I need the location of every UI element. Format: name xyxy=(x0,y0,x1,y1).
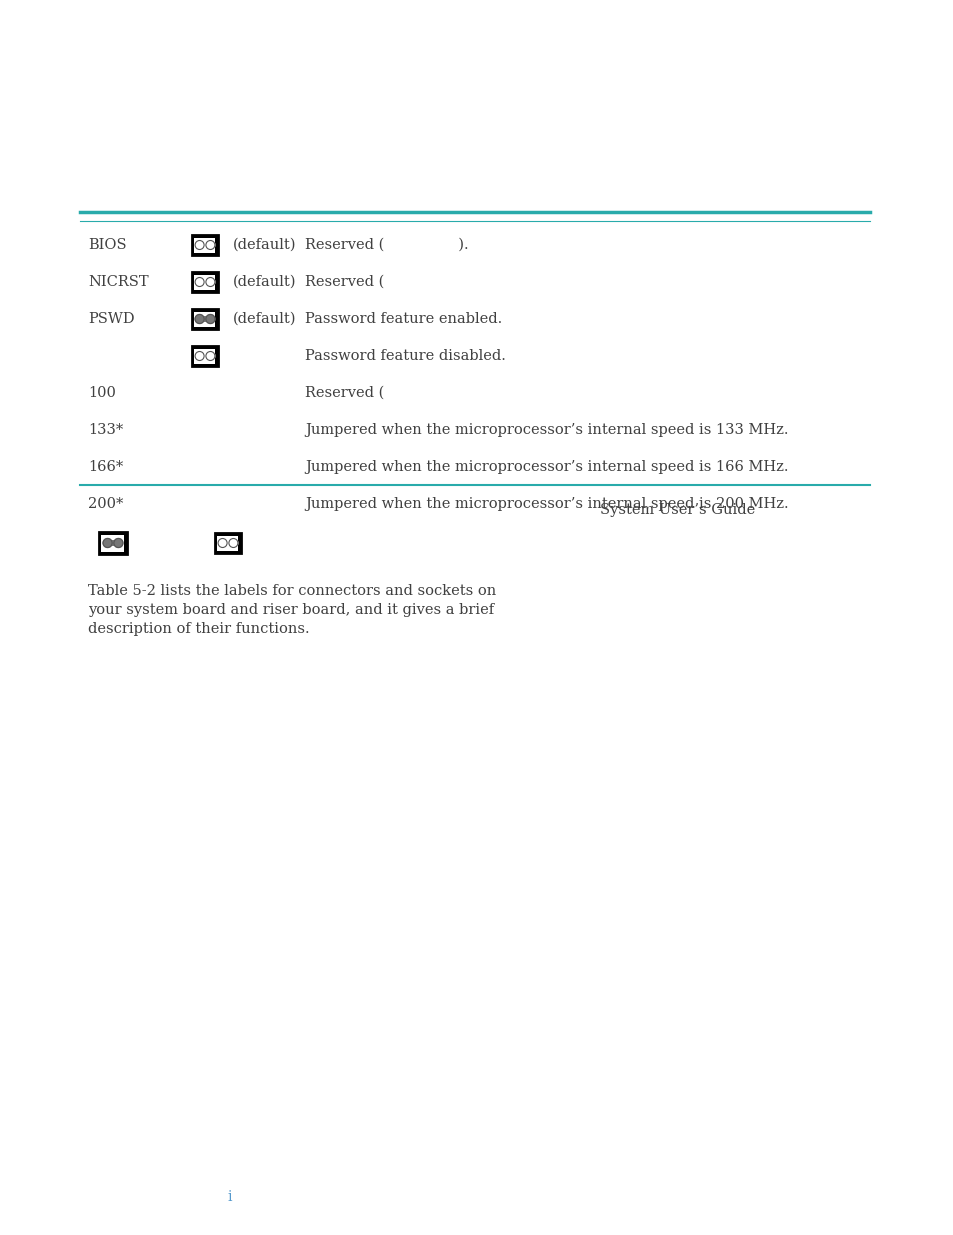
Text: your system board and riser board, and it gives a brief: your system board and riser board, and i… xyxy=(88,603,494,618)
Text: 200*: 200* xyxy=(88,496,123,511)
Text: Password feature disabled.: Password feature disabled. xyxy=(305,350,505,363)
Bar xyxy=(192,235,218,254)
Text: 166*: 166* xyxy=(88,459,123,474)
Circle shape xyxy=(206,315,214,324)
Bar xyxy=(194,237,215,252)
Text: description of their functions.: description of their functions. xyxy=(88,622,310,636)
Text: (default): (default) xyxy=(233,275,296,289)
Text: i: i xyxy=(228,1191,232,1204)
Bar xyxy=(195,316,213,322)
Bar xyxy=(217,536,238,551)
Circle shape xyxy=(206,241,214,249)
Text: BIOS: BIOS xyxy=(88,238,127,252)
Circle shape xyxy=(229,538,237,547)
Bar xyxy=(101,535,125,552)
Circle shape xyxy=(218,538,227,547)
Text: Reserved (: Reserved ( xyxy=(305,387,384,400)
Text: Password feature enabled.: Password feature enabled. xyxy=(305,312,501,326)
Circle shape xyxy=(103,538,112,547)
Text: PSWD: PSWD xyxy=(88,312,134,326)
Bar xyxy=(104,540,122,546)
Text: (default): (default) xyxy=(233,238,296,252)
Circle shape xyxy=(195,278,204,287)
Text: Jumpered when the microprocessor’s internal speed is 200 MHz.: Jumpered when the microprocessor’s inter… xyxy=(305,496,788,511)
Text: 100: 100 xyxy=(88,387,115,400)
Text: (default): (default) xyxy=(233,312,296,326)
Circle shape xyxy=(195,352,204,361)
Bar xyxy=(194,311,215,326)
Text: NICRST: NICRST xyxy=(88,275,149,289)
Text: Reserved (: Reserved ( xyxy=(305,275,384,289)
Bar xyxy=(192,346,218,366)
Bar xyxy=(99,532,127,555)
Text: Table 5-2 lists the labels for connectors and sockets on: Table 5-2 lists the labels for connector… xyxy=(88,584,496,598)
Bar xyxy=(194,274,215,289)
Circle shape xyxy=(195,315,204,324)
Text: Jumpered when the microprocessor’s internal speed is 166 MHz.: Jumpered when the microprocessor’s inter… xyxy=(305,459,788,474)
Circle shape xyxy=(113,538,123,547)
Circle shape xyxy=(195,241,204,249)
Bar xyxy=(192,272,218,291)
Bar xyxy=(214,534,241,553)
Text: Jumpered when the microprocessor’s internal speed is 133 MHz.: Jumpered when the microprocessor’s inter… xyxy=(305,424,788,437)
Bar xyxy=(194,348,215,363)
Circle shape xyxy=(206,352,214,361)
Text: System User’s Guide: System User’s Guide xyxy=(599,503,754,517)
Bar xyxy=(192,309,218,329)
Text: 133*: 133* xyxy=(88,424,123,437)
Text: Reserved (                ).: Reserved ( ). xyxy=(305,238,468,252)
Circle shape xyxy=(206,278,214,287)
